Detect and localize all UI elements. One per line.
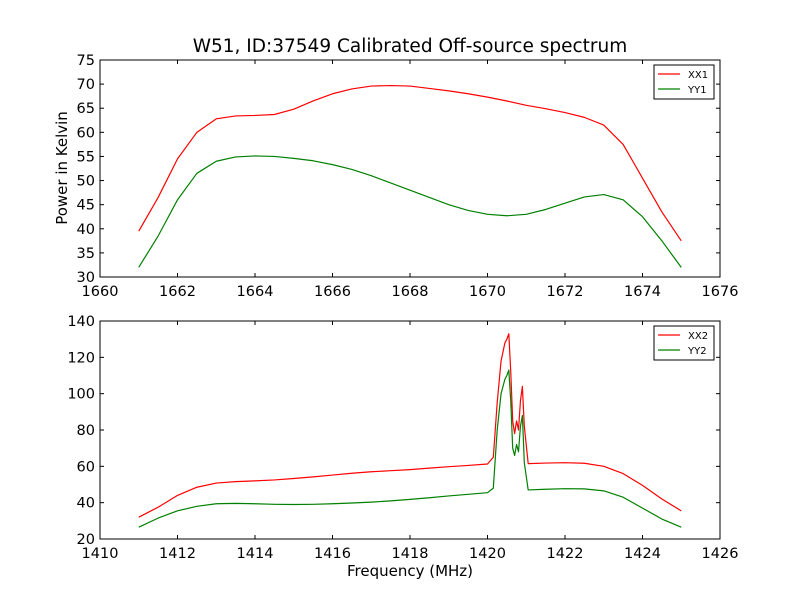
x-tick-label: 1426 xyxy=(702,546,739,562)
x-tick-label: 1410 xyxy=(82,546,119,562)
y-tick-label: 100 xyxy=(67,387,95,403)
y-tick-label: 20 xyxy=(77,532,95,548)
y-tick-label: 40 xyxy=(77,496,95,512)
legend-box xyxy=(653,325,715,361)
legend-label: YY2 xyxy=(687,346,707,357)
y-tick-label: 75 xyxy=(77,53,95,69)
y-tick-label: 40 xyxy=(77,222,95,238)
y-tick-label: 45 xyxy=(77,198,95,214)
y-tick-label: 30 xyxy=(77,270,95,286)
x-tick-label: 1662 xyxy=(159,284,196,300)
y-tick-label: 55 xyxy=(77,149,95,165)
x-tick-label: 1424 xyxy=(624,546,661,562)
series-line-yy1 xyxy=(138,155,682,268)
x-tick-label: 1418 xyxy=(392,546,429,562)
x-tick-label: 1666 xyxy=(314,284,351,300)
chart-top: W51, ID:37549 Calibrated Off-source spec… xyxy=(53,36,738,300)
y-tick-label: 120 xyxy=(67,350,95,366)
plot-frame xyxy=(99,320,721,540)
chart-bottom: Frequency (MHz) 1410 1412 1414 1416 1418 1420… xyxy=(67,314,738,580)
series-line-xx1 xyxy=(138,84,682,242)
x-tick-label: 1660 xyxy=(82,284,119,300)
y-tick-label: 140 xyxy=(67,314,95,330)
y-tick-label: 50 xyxy=(77,174,95,190)
series-line-yy2 xyxy=(138,369,682,528)
y-tick-label: 60 xyxy=(77,459,95,475)
series-line-xx2 xyxy=(138,333,682,518)
y-tick-label: 80 xyxy=(77,423,95,439)
x-tick-label: 1672 xyxy=(547,284,584,300)
legend-label: XX1 xyxy=(688,70,708,81)
legend-label: XX2 xyxy=(688,331,708,342)
x-tick-label: 1676 xyxy=(702,284,739,300)
x-tick-label: 1412 xyxy=(159,546,196,562)
y-tick-label: 70 xyxy=(77,77,95,93)
y-axis-label: Power in Kelvin xyxy=(53,111,71,225)
y-tick-label: 35 xyxy=(77,246,95,262)
plot-frame xyxy=(99,59,721,278)
chart-title: W51, ID:37549 Calibrated Off-source spec… xyxy=(193,36,628,57)
x-tick-label: 1670 xyxy=(469,284,506,300)
x-tick-label: 1668 xyxy=(392,284,429,300)
x-axis-label: Frequency (MHz) xyxy=(347,562,473,580)
x-tick-label: 1664 xyxy=(237,284,274,300)
x-tick-label: 1674 xyxy=(624,284,661,300)
legend-box xyxy=(653,64,715,100)
x-tick-label: 1414 xyxy=(237,546,274,562)
x-tick-label: 1422 xyxy=(547,546,584,562)
y-tick-label: 60 xyxy=(77,125,95,141)
x-tick-label: 1420 xyxy=(469,546,506,562)
legend-label: YY1 xyxy=(687,85,707,96)
y-tick-label: 65 xyxy=(77,101,95,117)
x-tick-label: 1416 xyxy=(314,546,351,562)
